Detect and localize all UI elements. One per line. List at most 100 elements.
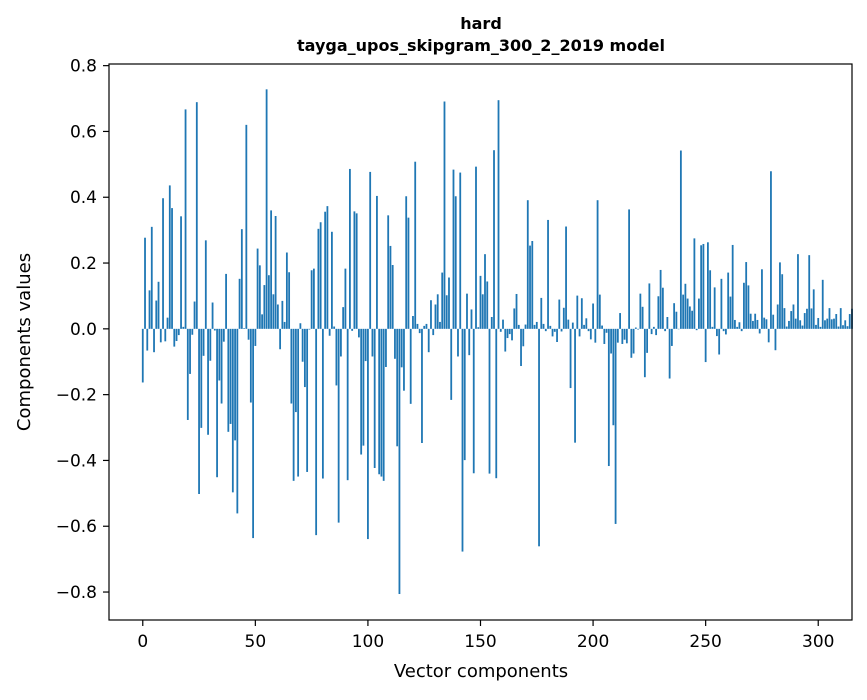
bar	[387, 215, 389, 329]
bar	[682, 295, 684, 329]
bar	[482, 294, 484, 329]
bar	[367, 329, 369, 539]
bar	[230, 329, 232, 424]
bar	[671, 329, 673, 346]
bar	[691, 311, 693, 329]
bar	[540, 298, 542, 329]
bar	[272, 294, 274, 329]
bar	[345, 269, 347, 329]
bar	[254, 329, 256, 346]
bar	[259, 265, 261, 329]
bar	[716, 329, 718, 336]
y-tick-label: −0.2	[56, 386, 97, 406]
bar	[655, 329, 657, 335]
bar	[795, 319, 797, 329]
bar	[437, 294, 439, 329]
bar	[802, 326, 804, 329]
bar	[651, 329, 653, 334]
bar	[594, 329, 596, 343]
bar	[164, 329, 166, 342]
bar	[849, 314, 851, 329]
bar	[766, 319, 768, 329]
bar	[545, 329, 547, 331]
bar	[322, 329, 324, 479]
bar	[806, 309, 808, 329]
bar	[804, 313, 806, 329]
bar	[331, 232, 333, 329]
bar	[788, 321, 790, 329]
bar	[351, 329, 353, 331]
bar	[657, 296, 659, 329]
bar	[495, 329, 497, 478]
bar	[723, 329, 725, 331]
bar	[187, 329, 189, 420]
bar	[680, 151, 682, 329]
bar	[606, 329, 608, 333]
bar	[714, 287, 716, 328]
bar	[648, 283, 650, 328]
bar	[493, 150, 495, 329]
bar	[426, 324, 428, 329]
bar	[790, 311, 792, 329]
bar	[234, 329, 236, 441]
bar	[471, 309, 473, 328]
bar	[673, 303, 675, 329]
bar	[209, 329, 211, 361]
bar	[313, 269, 315, 329]
bar	[547, 220, 549, 329]
bar	[592, 304, 594, 329]
bar	[817, 318, 819, 329]
bar	[552, 329, 554, 337]
bar	[293, 329, 295, 481]
bar	[239, 279, 241, 329]
chart-title-line1: hard	[460, 14, 502, 33]
bar	[581, 298, 583, 329]
bar	[621, 329, 623, 344]
bar	[813, 289, 815, 328]
bar	[703, 244, 705, 329]
y-axis-label: Components values	[14, 253, 35, 431]
bar	[822, 280, 824, 329]
bar	[243, 328, 245, 329]
bar	[432, 329, 434, 335]
bar	[358, 329, 360, 338]
bar	[216, 329, 218, 477]
bar	[775, 329, 777, 350]
bar	[324, 212, 326, 329]
bar	[306, 329, 308, 472]
bar	[579, 329, 581, 337]
bar	[189, 329, 191, 374]
bar	[750, 314, 752, 329]
bar	[223, 329, 225, 342]
bar	[509, 329, 511, 334]
bar	[504, 329, 506, 352]
bar	[473, 329, 475, 473]
bar	[196, 102, 198, 329]
bar	[748, 285, 750, 328]
bar	[439, 322, 441, 329]
bar	[360, 329, 362, 455]
bar	[372, 329, 374, 357]
bar	[502, 320, 504, 329]
bar	[525, 325, 527, 329]
bar	[462, 329, 464, 552]
bar	[340, 329, 342, 357]
bar	[826, 319, 828, 329]
bar	[365, 329, 367, 361]
bar	[707, 242, 709, 329]
bar	[450, 329, 452, 400]
bar	[299, 323, 301, 329]
bar	[730, 297, 732, 329]
bar	[408, 218, 410, 329]
bar	[518, 325, 520, 329]
bar	[214, 329, 216, 331]
bar	[288, 272, 290, 329]
bar	[446, 295, 448, 329]
bar	[453, 170, 455, 329]
bar	[558, 300, 560, 329]
bar	[480, 276, 482, 329]
bar	[538, 329, 540, 546]
bar	[200, 329, 202, 428]
bar	[441, 273, 443, 329]
bar	[815, 325, 817, 329]
